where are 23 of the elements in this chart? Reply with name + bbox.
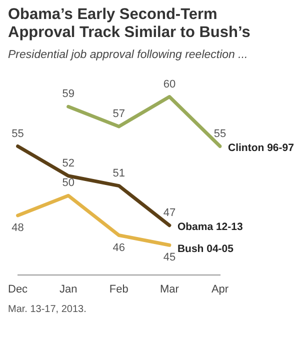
data-label: 55 bbox=[12, 128, 24, 140]
data-label: 59 bbox=[62, 88, 74, 100]
series-label: Obama 12-13 bbox=[177, 221, 243, 234]
series-label: Clinton 96-97 bbox=[228, 142, 294, 154]
data-label: 50 bbox=[62, 177, 74, 190]
data-label: 45 bbox=[163, 252, 176, 264]
chart-subtitle: Presidential job approval following reelection ... bbox=[8, 49, 249, 61]
data-label: 60 bbox=[163, 78, 176, 90]
data-label: 46 bbox=[112, 242, 126, 254]
x-tick-label: Dec bbox=[8, 283, 28, 296]
x-tick-label: Mar bbox=[160, 283, 180, 296]
x-tick-label: Jan bbox=[59, 283, 78, 296]
data-label: 57 bbox=[112, 108, 126, 120]
data-label: 48 bbox=[12, 222, 24, 234]
data-label: 55 bbox=[214, 128, 226, 140]
text: Mar. 13-17, 2013. bbox=[8, 304, 88, 315]
data-label: 47 bbox=[163, 206, 176, 219]
x-tick-label: Feb bbox=[109, 283, 128, 296]
data-label: 52 bbox=[62, 157, 74, 170]
chart-title: Obama’s Early Second-Term Approval Track Similar to Bush’s bbox=[8, 6, 252, 42]
data-label: 51 bbox=[112, 167, 126, 180]
series-label: Bush 04-05 bbox=[177, 243, 234, 256]
x-tick-label: Apr bbox=[211, 283, 229, 296]
